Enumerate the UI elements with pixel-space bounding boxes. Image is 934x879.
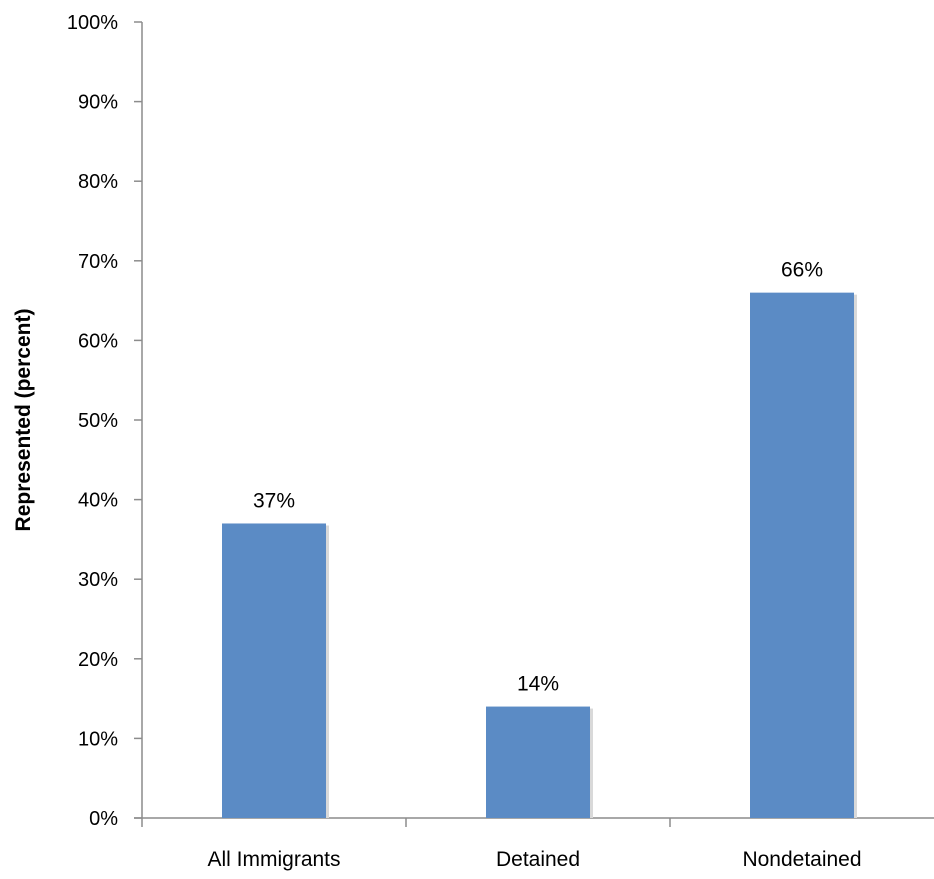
bar-data-label: 37% [253, 489, 295, 512]
bar [750, 292, 854, 818]
bar-data-label: 14% [517, 673, 559, 696]
y-tick-label: 80% [78, 171, 118, 193]
y-axis-title: Represented (percent) [12, 309, 35, 532]
y-tick-label: 60% [78, 330, 118, 352]
y-tick-label: 100% [67, 12, 118, 34]
x-category-label: Detained [496, 848, 580, 871]
x-category-label: All Immigrants [207, 848, 340, 871]
y-tick-label: 70% [78, 251, 118, 273]
y-tick-label: 20% [78, 649, 118, 671]
y-tick-label: 40% [78, 490, 118, 512]
bar [222, 523, 326, 818]
y-tick-label: 0% [89, 808, 118, 830]
x-category-label: Nondetained [742, 848, 861, 871]
bars-layer [222, 292, 857, 818]
bar-data-label: 66% [781, 259, 823, 282]
y-tick-label: 10% [78, 728, 118, 750]
y-tick-label: 50% [78, 410, 118, 432]
labels-layer: 0% 10% 20% 30% 40% 50% 60% 70% 80% 90% 100% 37% All … [67, 12, 862, 871]
bar [486, 706, 590, 818]
y-tick-label: 90% [78, 92, 118, 114]
y-tick-label: 30% [78, 569, 118, 591]
